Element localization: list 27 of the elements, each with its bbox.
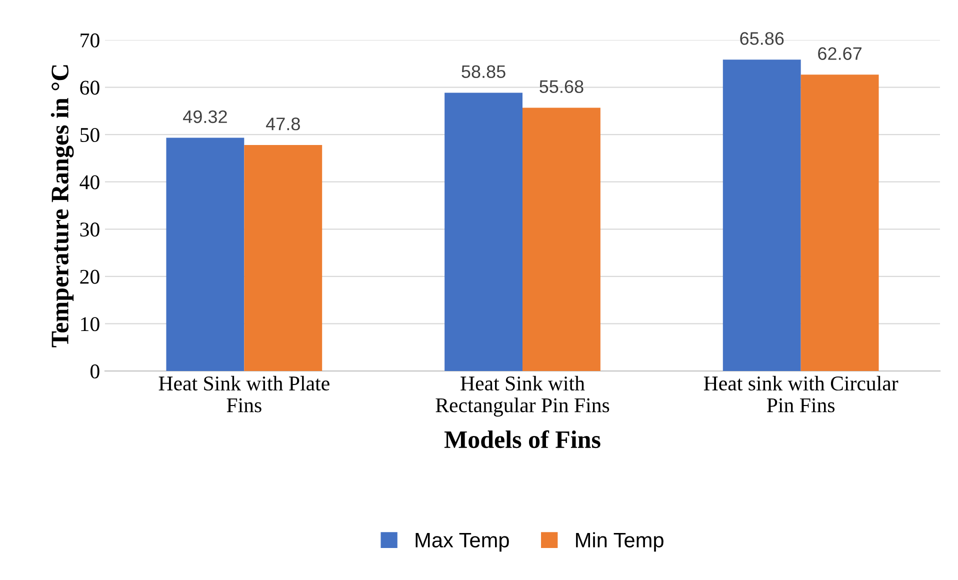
data-label: 47.8 [266,118,300,130]
x-tick-label: Heat sink with Circular Pin Fins [704,376,898,412]
x-tick-label: Heat Sink with Rectangular Pin Fins [436,376,610,417]
y-tick-label: 30 [80,222,100,237]
bar [722,60,801,371]
y-tick-label: 20 [80,270,100,284]
y-tick-label: 40 [80,175,100,190]
data-label: 65.86 [740,32,784,45]
y-tick-label: 50 [80,128,100,142]
data-label: 49.32 [183,110,227,124]
bar [444,92,522,371]
data-label: 62.67 [818,47,862,60]
data-label: 55.68 [540,80,584,94]
y-axis-title: Temperature Ranges in °C [50,65,74,348]
legend-label: Max Temp [416,532,509,552]
x-axis-title: Models of Fins [444,430,600,448]
y-tick-label: 70 [80,33,100,48]
legend-label: Min Temp [576,532,664,552]
bar [166,138,244,371]
y-tick-label: 0 [90,364,100,378]
x-tick-label: Heat Sink with Plate Fins [158,376,330,412]
bar [244,144,322,371]
data-label: 58.85 [462,65,506,78]
bar [522,108,600,371]
bar [800,74,879,371]
y-tick-label: 60 [80,80,100,95]
y-tick-label: 10 [81,317,100,332]
